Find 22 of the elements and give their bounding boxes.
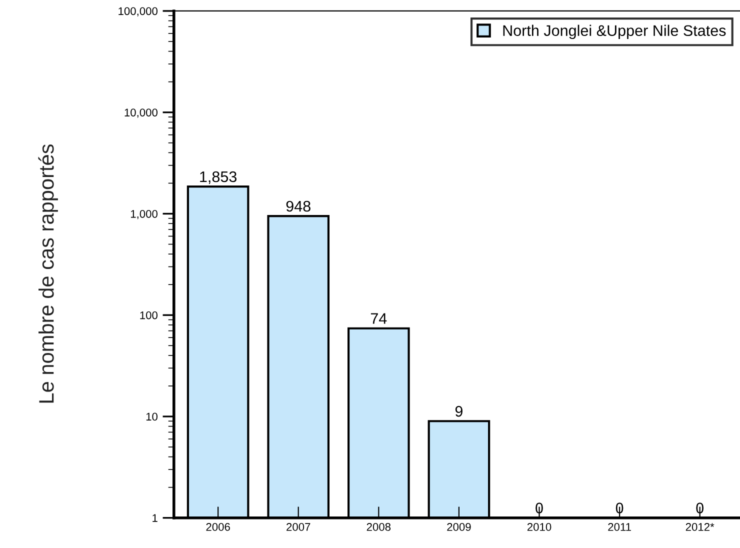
x-tick-label: 2012* xyxy=(686,523,714,531)
y-tick-label: 1,000 xyxy=(130,210,158,220)
x-tick-label: 2008 xyxy=(366,523,391,531)
text: 0 xyxy=(616,502,624,514)
legend-label: North Jonglei &Upper Nile States xyxy=(503,24,726,40)
data-label: 948 xyxy=(286,200,310,212)
text: 0 xyxy=(696,502,704,514)
x-tick-label: 2009 xyxy=(447,523,471,531)
x-tick-label: 2011 xyxy=(608,523,631,531)
text: 0 xyxy=(536,502,543,514)
y-tick-label: 10,000 xyxy=(124,108,158,118)
x-tick-label: 2010 xyxy=(527,523,552,531)
y-tick-label: 100 xyxy=(140,311,158,320)
data-label: 74 xyxy=(370,313,387,324)
y-tick-label: 10 xyxy=(146,412,158,421)
data-label: 1,853 xyxy=(200,171,237,184)
y-axis-title: Le nombre de cas rapportés xyxy=(38,144,58,403)
data-label: 9 xyxy=(455,406,462,417)
x-tick-label: 2006 xyxy=(206,523,230,531)
y-tick-label: 1 xyxy=(152,514,158,522)
x-tick-label: 2007 xyxy=(286,523,310,531)
y-tick-label: 100,000 xyxy=(118,7,158,16)
